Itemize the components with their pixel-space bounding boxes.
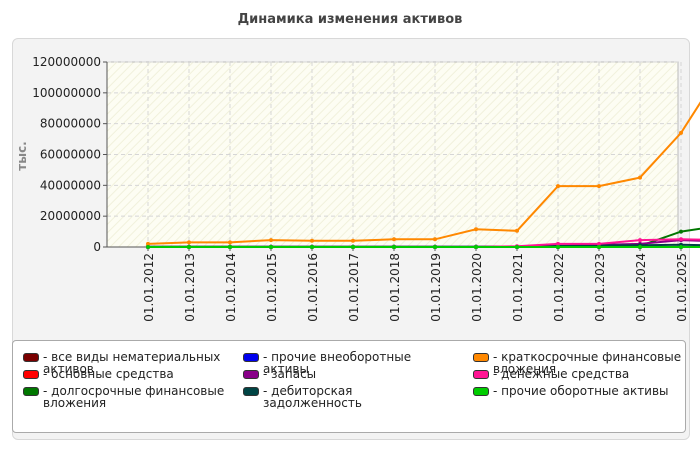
x-tick-label: 01.01.2025 <box>675 253 689 322</box>
data-point <box>556 245 560 249</box>
data-point <box>597 241 601 246</box>
legend-item: - дебиторская задолженность <box>243 385 453 409</box>
data-point <box>228 245 232 249</box>
legend-label: - все виды нематериальных активов <box>43 350 221 376</box>
legend-label: - долгосрочные финансовые вложения <box>43 384 225 410</box>
data-point <box>515 228 519 233</box>
data-point <box>269 238 273 243</box>
data-point <box>433 245 437 249</box>
data-point <box>474 227 478 232</box>
x-tick-label: 01.01.2019 <box>429 253 443 322</box>
legend-swatch <box>243 370 259 379</box>
y-tick-label: 40000000 <box>40 178 101 192</box>
y-axis-label: тыс. <box>15 141 29 170</box>
data-point <box>351 238 355 243</box>
legend-swatch <box>473 387 489 396</box>
x-tick-label: 01.01.2012 <box>142 253 156 322</box>
data-point <box>228 240 232 245</box>
legend-label: - дебиторская задолженность <box>263 384 362 410</box>
x-tick-label: 01.01.2020 <box>470 253 484 322</box>
data-point <box>433 237 437 242</box>
legend-swatch <box>23 353 39 362</box>
legend-item: - запасы <box>243 368 453 380</box>
legend-swatch <box>23 370 39 379</box>
legend-swatch <box>473 353 489 362</box>
data-point <box>269 245 273 249</box>
legend-swatch <box>243 353 259 362</box>
y-tick-label: 0 <box>93 240 101 254</box>
legend-item: - все виды нематериальных активов <box>23 351 233 375</box>
y-tick-label: 120000000 <box>32 55 101 69</box>
x-tick-label: 01.01.2022 <box>552 253 566 322</box>
data-point <box>392 245 396 249</box>
data-point <box>351 245 355 249</box>
data-point <box>638 175 642 180</box>
x-tick-label: 01.01.2015 <box>265 253 279 322</box>
plot-area <box>106 61 679 248</box>
data-point <box>310 238 314 243</box>
x-tick-label: 01.01.2018 <box>388 253 402 322</box>
data-point <box>679 237 683 242</box>
x-tick-label: 01.01.2024 <box>634 253 648 322</box>
y-tick-label: 80000000 <box>40 117 101 131</box>
data-point <box>187 240 191 245</box>
data-point <box>597 245 601 249</box>
data-point <box>187 245 191 249</box>
legend-swatch <box>473 370 489 379</box>
data-point <box>146 245 150 249</box>
data-point <box>679 245 683 249</box>
data-point <box>556 241 560 246</box>
x-tick-label: 01.01.2013 <box>183 253 197 322</box>
legend-item: - прочие оборотные активы <box>473 385 683 397</box>
chart-title: Динамика изменения активов <box>237 12 463 27</box>
data-point <box>638 238 642 243</box>
y-tick-label: 20000000 <box>40 209 101 223</box>
data-point <box>310 245 314 249</box>
data-point <box>392 237 396 242</box>
x-tick-label: 01.01.2023 <box>593 253 607 322</box>
data-point <box>556 184 560 189</box>
x-tick-label: 01.01.2017 <box>347 253 361 322</box>
legend-item: - основные средства <box>23 368 233 380</box>
legend-item: - прочие внеоборотные активы <box>243 351 453 375</box>
legend-label: - прочие оборотные активы <box>493 384 669 398</box>
legend-label: - прочие внеоборотные активы <box>263 350 412 376</box>
data-point <box>597 184 601 189</box>
legend-label: - краткосрочные финансовые вложения <box>493 350 682 376</box>
legend-label: - основные средства <box>43 367 174 381</box>
y-tick-label: 60000000 <box>40 148 101 162</box>
x-tick-label: 01.01.2021 <box>511 253 525 322</box>
x-tick-label: 01.01.2014 <box>224 253 238 322</box>
data-point <box>474 245 478 249</box>
y-tick-label: 100000000 <box>32 86 101 100</box>
legend-item: - долгосрочные финансовые вложения <box>23 385 233 409</box>
data-point <box>638 245 642 249</box>
x-tick-label: 01.01.2016 <box>306 253 320 322</box>
data-point <box>679 130 683 135</box>
legend-item: - денежные средства <box>473 368 683 380</box>
legend-item: - краткосрочные финансовые вложения <box>473 351 683 375</box>
data-point <box>679 229 683 234</box>
legend-swatch <box>243 387 259 396</box>
legend-swatch <box>23 387 39 396</box>
data-point <box>146 241 150 246</box>
legend: - все виды нематериальных активов - основ… <box>12 340 686 433</box>
data-point <box>515 245 519 249</box>
legend-label: - запасы <box>263 367 317 381</box>
legend-label: - денежные средства <box>493 367 630 381</box>
